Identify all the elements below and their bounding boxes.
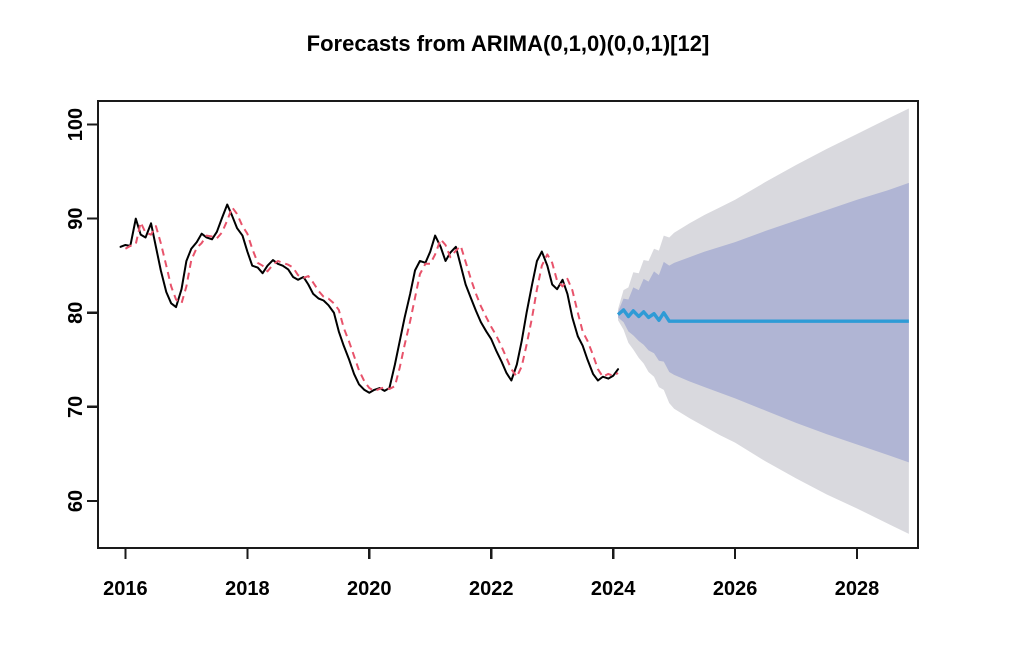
- x-tick-label: 2028: [835, 578, 880, 600]
- x-tick-label: 2016: [103, 578, 148, 600]
- x-tick-label: 2018: [225, 578, 270, 600]
- x-axis-tick-labels: 2016 2018 2020 2022 2024 2026 2028: [103, 578, 879, 600]
- x-tick-label: 2022: [469, 578, 514, 600]
- y-axis-tick-labels: 60 70 80 90 100: [65, 108, 87, 512]
- x-tick-label: 2020: [347, 578, 392, 600]
- observed-series: [119, 203, 620, 394]
- y-axis-ticks: [87, 123, 98, 503]
- fitted-series: [124, 206, 619, 392]
- x-axis-ticks: [124, 548, 859, 559]
- y-tick-label: 90: [65, 208, 87, 230]
- y-tick-label: 80: [65, 302, 87, 324]
- chart-title: Forecasts from ARIMA(0,1,0)(0,0,1)[12]: [307, 31, 710, 56]
- point-forecast-series: [616, 308, 909, 323]
- x-tick-label: 2024: [591, 578, 636, 600]
- plot-axis-box: [96, 99, 920, 550]
- y-tick-label: 60: [65, 490, 87, 512]
- y-tick-label: 70: [65, 396, 87, 418]
- x-tick-label: 2026: [713, 578, 758, 600]
- y-tick-label: 100: [65, 108, 87, 141]
